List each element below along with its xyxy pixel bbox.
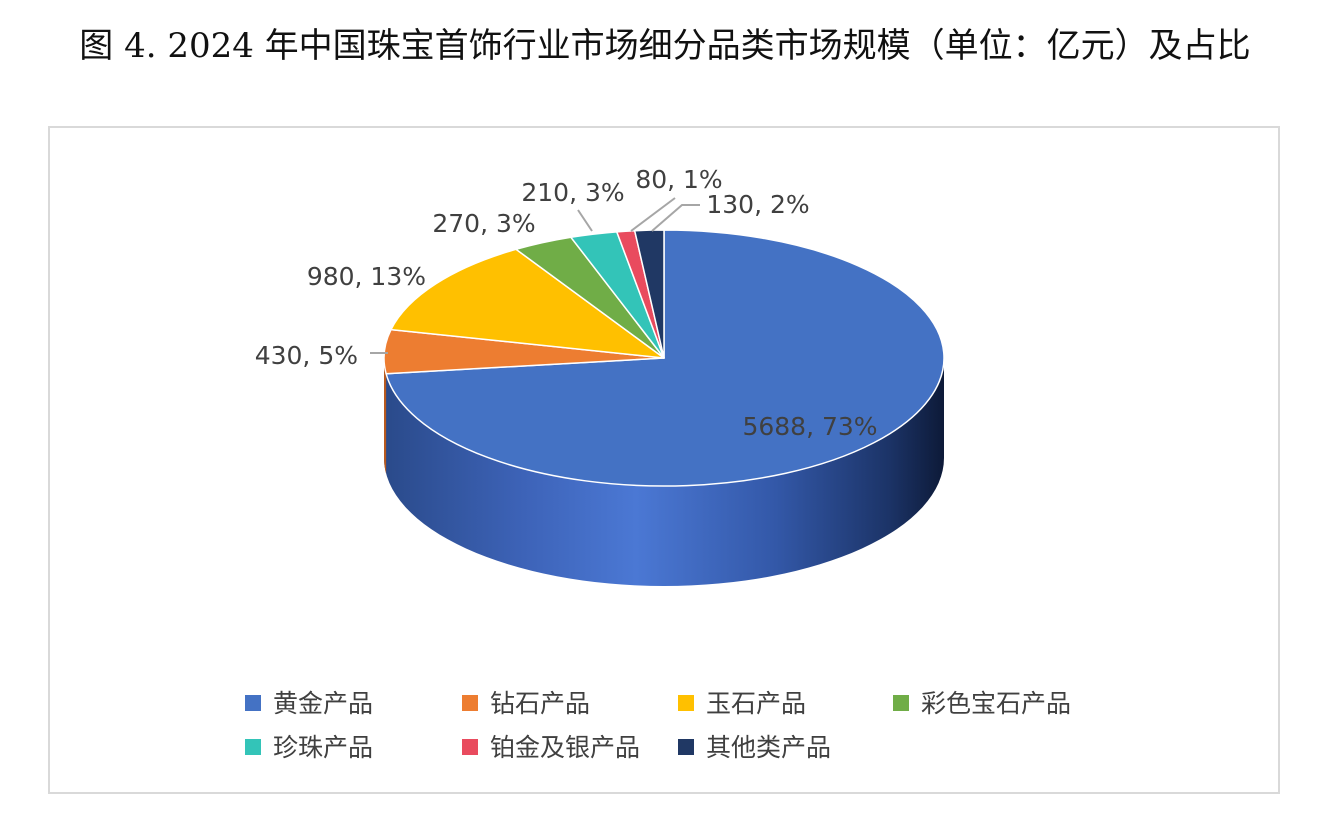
data-labels: 5688, 73% 430, 5% 980, 13%270, 3%210, 3% 80… [255, 165, 878, 441]
leader-lines [370, 197, 700, 354]
label-other: 130, 2% [706, 190, 809, 219]
legend-swatch [678, 739, 694, 755]
slice-gold [385, 229, 945, 487]
legend-other: 其他类产品 [678, 733, 831, 762]
slice-jade [390, 248, 665, 359]
label-gold: 5688, 73% [742, 412, 877, 441]
leader-pearl [577, 209, 593, 232]
pie-side-wall [384, 358, 944, 586]
legend-label: 玉石产品 [706, 689, 806, 718]
slice-side-diamond [384, 358, 387, 474]
legend-swatch [462, 695, 478, 711]
legend-colored-gem: 彩色宝石产品 [893, 689, 1071, 718]
legend-label: 黄金产品 [273, 689, 373, 718]
legend-swatch [245, 695, 261, 711]
legend-gold: 黄金产品 [245, 689, 373, 718]
legend-label: 铂金及银产品 [490, 733, 640, 762]
label-pearl: 210, 3% [521, 178, 624, 207]
legend-pearl: 珍珠产品 [245, 733, 373, 762]
pie-layer [383, 229, 945, 586]
legend-platinum-silver: 铂金及银产品 [462, 733, 640, 762]
legend-swatch [893, 695, 909, 711]
leader-other [651, 204, 700, 232]
label-platinum-silver: 80, 1% [635, 165, 722, 194]
leader-platinum-silver [630, 197, 676, 232]
legend-label: 其他类产品 [706, 733, 831, 762]
legend-label: 彩色宝石产品 [921, 689, 1071, 718]
legend-swatch [462, 739, 478, 755]
legend-swatch [678, 695, 694, 711]
legend-label: 钻石产品 [490, 689, 590, 718]
label-colored-gem: 270, 3% [432, 209, 535, 238]
label-diamond: 430, 5% [255, 341, 358, 370]
legend-label: 珍珠产品 [273, 733, 373, 762]
legend-diamond: 钻石产品 [462, 689, 590, 718]
legend-jade: 玉石产品 [678, 689, 806, 718]
label-jade: 980, 13% [307, 262, 426, 291]
legend-swatch [245, 739, 261, 755]
page-title: 图 4. 2024 年中国珠宝首饰行业市场细分品类市场规模（单位：亿元）及占比 [79, 26, 1251, 66]
slice-other [633, 229, 665, 359]
